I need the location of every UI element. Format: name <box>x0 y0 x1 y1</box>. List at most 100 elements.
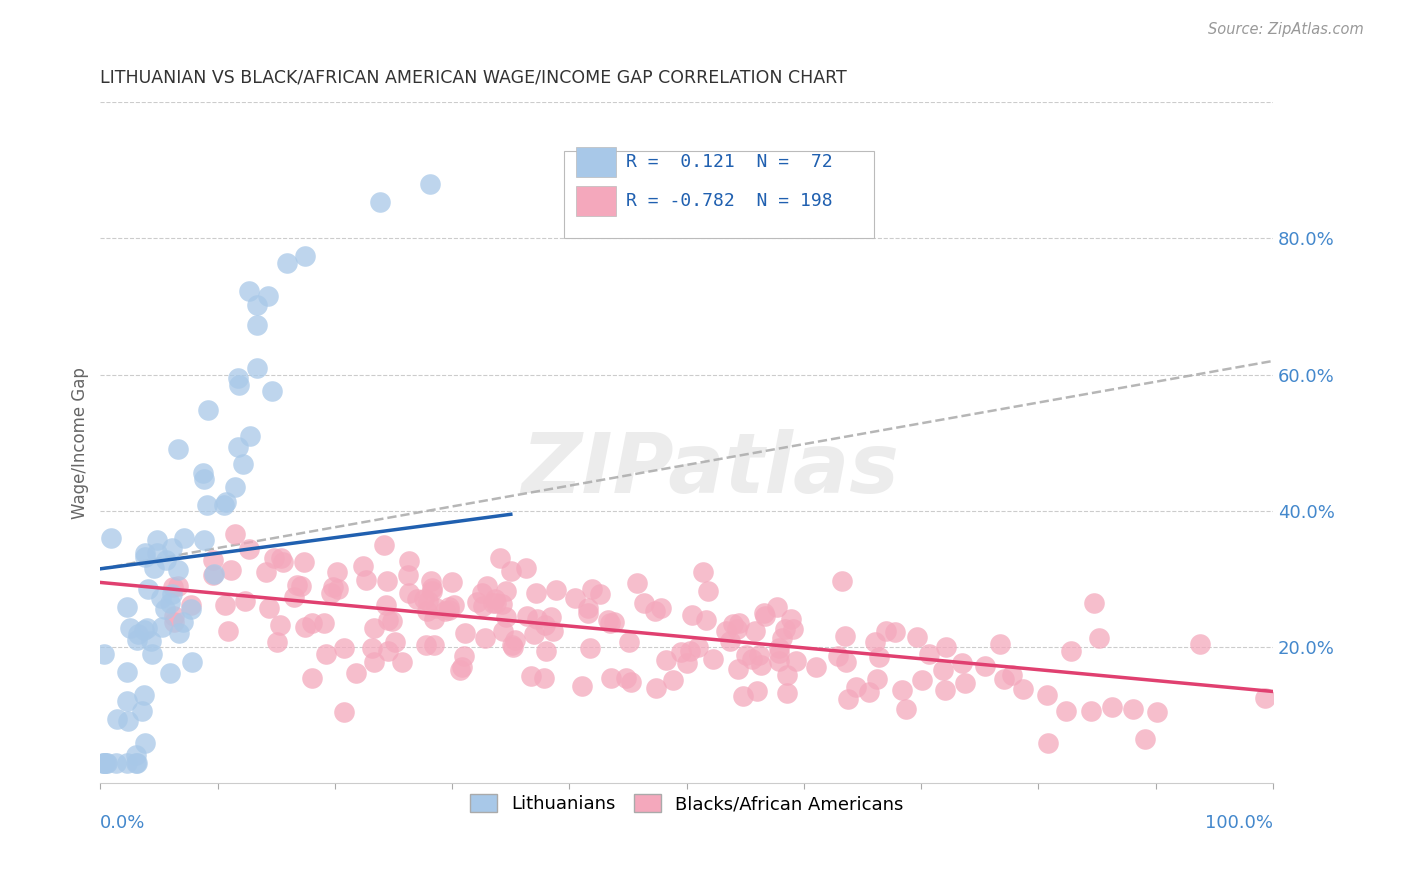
Point <box>515 561 537 575</box>
Point <box>285 577 308 591</box>
Point <box>834 629 856 643</box>
Point <box>437 603 460 617</box>
Point <box>827 649 849 664</box>
Point <box>420 584 443 599</box>
Point <box>472 599 495 614</box>
Point <box>578 640 600 655</box>
Text: R = -0.782  N = 198: R = -0.782 N = 198 <box>626 192 832 210</box>
Point <box>398 586 420 600</box>
Point <box>676 656 699 670</box>
Point <box>167 442 190 456</box>
Point <box>153 602 176 616</box>
Point <box>96 756 118 770</box>
Point <box>344 665 367 680</box>
Point <box>152 620 174 634</box>
Point <box>804 660 827 674</box>
Point <box>315 647 337 661</box>
Point <box>501 564 523 578</box>
Point <box>934 640 956 654</box>
Point <box>125 756 148 770</box>
Point <box>368 195 391 210</box>
Point <box>526 612 548 626</box>
Point <box>831 574 853 588</box>
Point <box>398 554 420 568</box>
Point <box>214 598 236 612</box>
Point <box>319 586 342 600</box>
Point <box>644 681 666 695</box>
Point <box>489 551 512 566</box>
Point <box>745 684 768 698</box>
Point <box>118 621 141 635</box>
Point <box>727 662 749 676</box>
Point <box>373 538 395 552</box>
Point <box>725 622 748 636</box>
Point <box>105 713 128 727</box>
Point <box>934 682 956 697</box>
Point <box>681 608 703 623</box>
Point <box>139 633 162 648</box>
Point <box>163 615 186 629</box>
Point <box>246 360 269 375</box>
Point <box>100 531 122 545</box>
Point <box>325 565 347 579</box>
Point <box>416 604 439 618</box>
Point <box>782 622 804 636</box>
Point <box>1001 668 1024 682</box>
Point <box>644 604 666 618</box>
Point <box>134 546 156 560</box>
Point <box>266 635 288 649</box>
Point <box>768 646 790 660</box>
Point <box>167 579 190 593</box>
Point <box>162 580 184 594</box>
Point <box>134 688 156 702</box>
Point <box>485 596 508 610</box>
Point <box>406 592 429 607</box>
Point <box>294 620 316 634</box>
Point <box>1060 644 1083 658</box>
Point <box>117 599 139 614</box>
Point <box>773 622 796 636</box>
Point <box>492 624 515 639</box>
Point <box>271 556 294 570</box>
Point <box>766 600 789 615</box>
Point <box>534 617 557 632</box>
FancyBboxPatch shape <box>564 151 875 238</box>
Point <box>146 546 169 560</box>
Point <box>145 533 167 547</box>
Point <box>352 558 374 573</box>
Point <box>744 624 766 638</box>
Point <box>322 580 344 594</box>
Point <box>202 568 225 582</box>
Point <box>375 574 398 588</box>
Point <box>191 467 214 481</box>
Point <box>202 566 225 581</box>
Point <box>546 583 568 598</box>
Point <box>973 659 995 673</box>
Point <box>423 611 446 625</box>
Point <box>571 679 593 693</box>
Point <box>443 598 465 612</box>
Point <box>616 671 638 685</box>
Point <box>328 582 350 597</box>
Point <box>238 542 260 557</box>
Point <box>167 625 190 640</box>
Point <box>377 643 399 657</box>
Point <box>484 591 506 606</box>
Point <box>246 298 269 312</box>
Point <box>93 647 115 661</box>
Point <box>361 641 384 656</box>
Point <box>695 613 717 627</box>
Point <box>768 640 790 655</box>
Point <box>314 616 336 631</box>
Point <box>471 586 494 600</box>
Point <box>202 553 225 567</box>
Text: LITHUANIAN VS BLACK/AFRICAN AMERICAN WAGE/INCOME GAP CORRELATION CHART: LITHUANIAN VS BLACK/AFRICAN AMERICAN WAG… <box>100 69 846 87</box>
Point <box>576 601 599 615</box>
Point <box>541 624 564 638</box>
Text: R =  0.121  N =  72: R = 0.121 N = 72 <box>626 153 832 171</box>
Point <box>246 318 269 332</box>
Point <box>721 616 744 631</box>
Point <box>381 614 404 628</box>
Point <box>212 498 235 512</box>
Point <box>453 648 475 663</box>
